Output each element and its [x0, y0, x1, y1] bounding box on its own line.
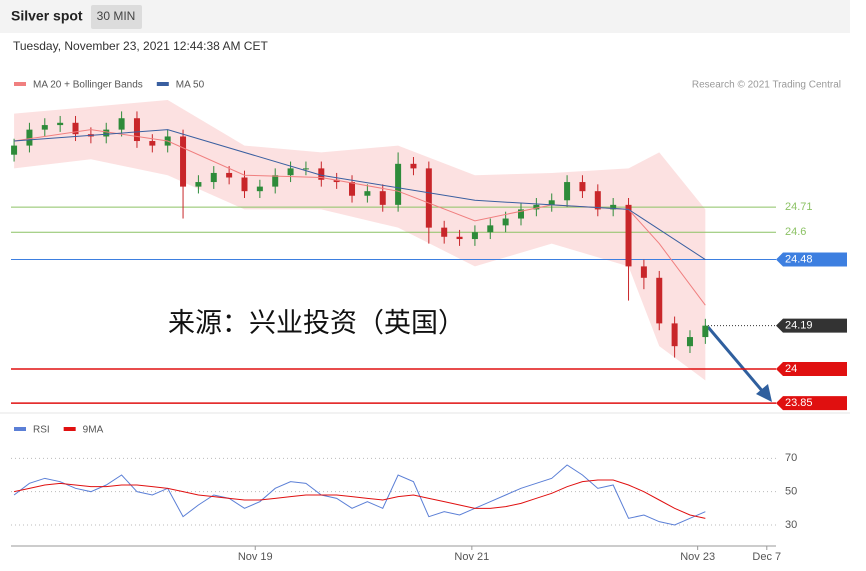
candle-body [656, 277, 663, 324]
x-tick-label: Dec 7 [752, 551, 781, 563]
candle-body [471, 232, 478, 240]
legend-label: 9MA [83, 425, 104, 436]
level-label: 24.71 [785, 201, 813, 213]
y-tick-label: 30 [785, 519, 797, 531]
legend-label: MA 50 [176, 80, 205, 91]
candle-body [579, 182, 586, 192]
candle-body [302, 168, 309, 170]
candle-body [456, 236, 463, 240]
candle-body [395, 163, 402, 205]
level-badge [776, 318, 847, 333]
candle-body [149, 141, 156, 146]
candle-body [487, 225, 494, 233]
arrow-head [756, 384, 772, 402]
legend-swatch [14, 82, 26, 86]
candle-body [610, 204, 617, 210]
y-tick-label: 50 [785, 486, 797, 498]
candle-body [256, 186, 263, 192]
candle-body [210, 172, 217, 183]
legend-label: MA 20 + Bollinger Bands [33, 80, 143, 91]
candle-body [272, 175, 279, 187]
candle-body [133, 118, 140, 142]
level-badge [776, 361, 847, 376]
candle-body [410, 163, 417, 169]
x-tick-label: Nov 23 [680, 551, 715, 563]
candle-body [195, 182, 202, 187]
candle-body [226, 172, 233, 178]
candle-body [241, 177, 248, 192]
candle-body [518, 209, 524, 219]
candle-body [533, 204, 540, 210]
candle-body [287, 168, 294, 176]
legend-swatch [63, 427, 76, 431]
x-tick-label: Nov 21 [454, 551, 489, 563]
candle-body [26, 129, 33, 146]
candle-body [364, 191, 371, 196]
legend-swatch [156, 82, 169, 86]
candle-body [379, 191, 386, 205]
candle-body [318, 168, 325, 180]
level-label: 24.48 [785, 253, 813, 265]
level-badge [776, 252, 847, 267]
level-label: 24 [785, 363, 797, 375]
candle-body [702, 325, 709, 338]
candle-body [625, 204, 632, 267]
candle-body [103, 129, 110, 137]
level-label: 24.19 [785, 320, 813, 332]
y-tick-label: 70 [785, 452, 797, 464]
bollinger-band [14, 100, 706, 381]
candle-body [425, 168, 432, 228]
timeframe: 30 MIN [97, 9, 136, 23]
credit: Research © 2021 Trading Central [692, 80, 841, 91]
candle-body [118, 118, 125, 130]
timestamp: Tuesday, November 23, 2021 12:44:38 AM C… [13, 39, 268, 53]
annotation: 来源：兴业投资（英国） [168, 308, 465, 338]
candle-body [686, 337, 693, 347]
candle-body [72, 122, 79, 135]
timeframe-badge [91, 5, 142, 29]
level-badge [776, 396, 847, 411]
candle-body [11, 145, 18, 155]
candle-body [349, 182, 356, 196]
candle-body [57, 122, 64, 126]
candle-body [333, 179, 340, 183]
chart-title: Silver spot [11, 8, 83, 24]
candle-body [502, 218, 509, 226]
indicator-line [13, 464, 706, 526]
candle-body [41, 125, 48, 130]
ma-line [14, 129, 706, 260]
candle-body [594, 191, 601, 210]
legend-label: RSI [33, 425, 50, 436]
arrow [706, 326, 766, 394]
level-label: 24.6 [785, 226, 806, 238]
candle-body [671, 323, 678, 347]
candle-body [180, 136, 187, 187]
ma-line [13, 129, 706, 306]
level-label: 23.85 [785, 397, 813, 409]
candle-body [548, 200, 555, 205]
candle-body [640, 266, 647, 278]
x-tick-label: Nov 19 [238, 551, 273, 563]
legend-swatch [14, 427, 26, 431]
indicator-line [13, 479, 706, 519]
candle-body [564, 182, 571, 201]
candle-body [441, 227, 448, 237]
